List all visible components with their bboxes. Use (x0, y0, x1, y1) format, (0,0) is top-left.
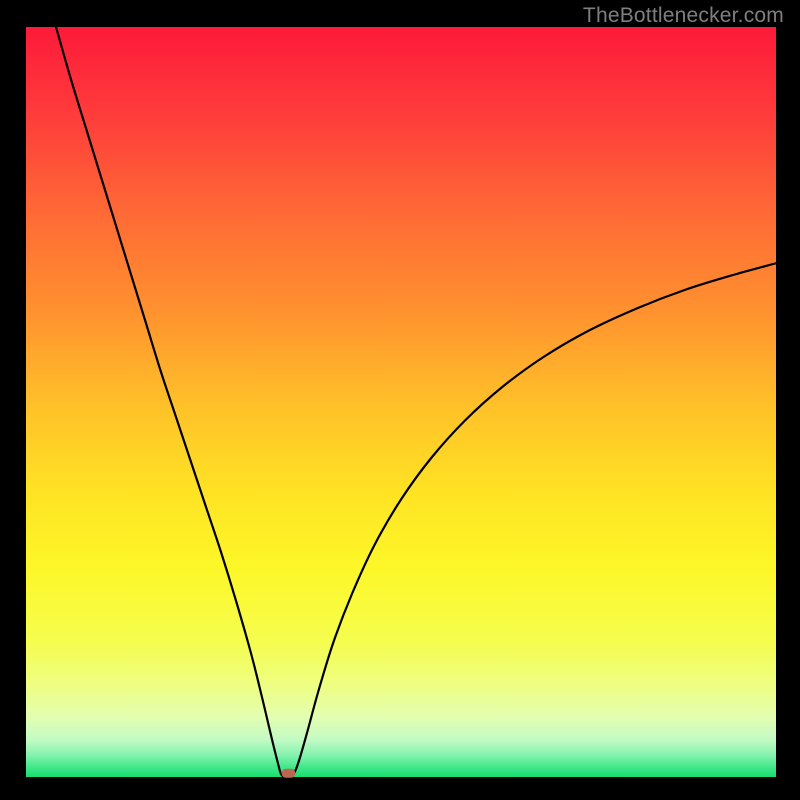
watermark-text: TheBottlenecker.com (583, 4, 784, 28)
plot-area (26, 27, 776, 777)
chart-frame: TheBottlenecker.com (0, 0, 800, 800)
